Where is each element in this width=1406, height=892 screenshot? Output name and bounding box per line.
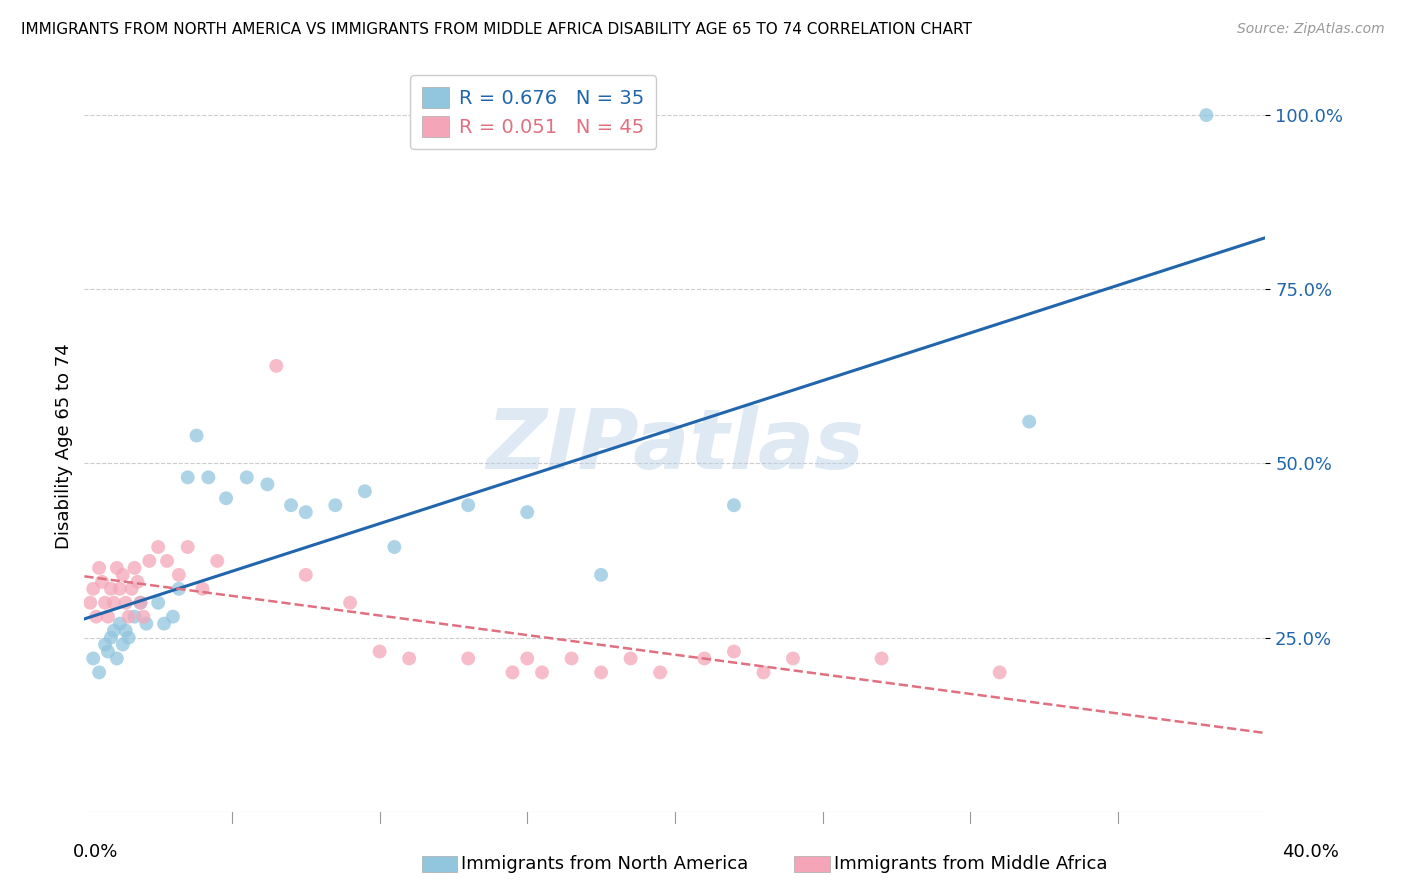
Point (988, 665, 1011, 680)
Point (723, 498, 745, 512)
Point (108, 582, 131, 596)
Text: Immigrants from Middle Africa: Immigrants from Middle Africa (834, 855, 1108, 873)
Text: 40.0%: 40.0% (1282, 843, 1339, 861)
Point (108, 616, 131, 631)
Point (457, 651, 479, 665)
Point (94, 596, 117, 610)
Point (295, 505, 318, 519)
Point (135, 616, 157, 631)
Point (354, 484, 377, 499)
Point (148, 540, 170, 554)
Point (103, 624, 125, 638)
Point (620, 651, 643, 665)
Point (129, 596, 152, 610)
Point (782, 651, 804, 665)
Point (186, 428, 208, 442)
Point (100, 631, 122, 645)
Point (127, 574, 149, 589)
Point (457, 498, 479, 512)
Point (1195, 108, 1218, 122)
Point (79, 596, 101, 610)
Point (129, 596, 152, 610)
Point (516, 651, 538, 665)
Text: IMMIGRANTS FROM NORTH AMERICA VS IMMIGRANTS FROM MIDDLE AFRICA DISABILITY AGE 65: IMMIGRANTS FROM NORTH AMERICA VS IMMIGRA… (21, 22, 972, 37)
Point (723, 644, 745, 658)
Point (121, 582, 143, 596)
Point (111, 638, 134, 652)
Point (870, 651, 893, 665)
Point (398, 651, 420, 665)
Point (132, 609, 155, 624)
Point (752, 665, 775, 680)
Point (693, 651, 716, 665)
Point (177, 540, 200, 554)
Point (256, 477, 278, 491)
Point (561, 651, 583, 665)
Point (295, 567, 318, 582)
Point (97, 609, 120, 624)
Point (236, 470, 259, 484)
Point (325, 498, 347, 512)
Point (368, 644, 391, 658)
Point (103, 596, 125, 610)
Point (591, 567, 613, 582)
Text: ZIPatlas: ZIPatlas (486, 406, 863, 486)
Point (105, 561, 128, 575)
Point (197, 470, 219, 484)
Point (280, 498, 302, 512)
Point (382, 540, 406, 554)
Point (124, 561, 146, 575)
Point (207, 554, 229, 568)
Point (138, 554, 160, 568)
Legend: R = 0.676   N = 35, R = 0.051   N = 45: R = 0.676 N = 35, R = 0.051 N = 45 (411, 75, 657, 149)
Point (97, 644, 120, 658)
Point (650, 665, 672, 680)
Point (118, 609, 141, 624)
Point (105, 651, 128, 665)
Point (91, 574, 114, 589)
Point (266, 359, 288, 373)
Point (167, 582, 190, 596)
Point (516, 505, 538, 519)
Point (118, 631, 141, 645)
Point (87, 665, 111, 680)
Point (156, 554, 179, 568)
Point (82, 582, 104, 596)
Point (100, 582, 122, 596)
Point (148, 596, 170, 610)
Point (591, 665, 613, 680)
Point (191, 582, 214, 596)
Text: 0.0%: 0.0% (73, 843, 118, 861)
Y-axis label: Disability Age 65 to 74: Disability Age 65 to 74 (55, 343, 73, 549)
Text: Immigrants from North America: Immigrants from North America (461, 855, 748, 873)
Text: Source: ZipAtlas.com: Source: ZipAtlas.com (1237, 22, 1385, 37)
Point (114, 624, 136, 638)
Point (215, 491, 238, 506)
Point (87, 561, 111, 575)
Point (94, 638, 117, 652)
Point (84, 609, 107, 624)
Point (531, 665, 554, 680)
Point (501, 665, 523, 680)
Point (153, 616, 176, 631)
Point (339, 596, 361, 610)
Point (124, 609, 146, 624)
Point (162, 609, 184, 624)
Point (114, 596, 136, 610)
Point (177, 470, 200, 484)
Point (82, 651, 104, 665)
Point (167, 567, 190, 582)
Point (111, 567, 134, 582)
Point (1018, 415, 1040, 429)
